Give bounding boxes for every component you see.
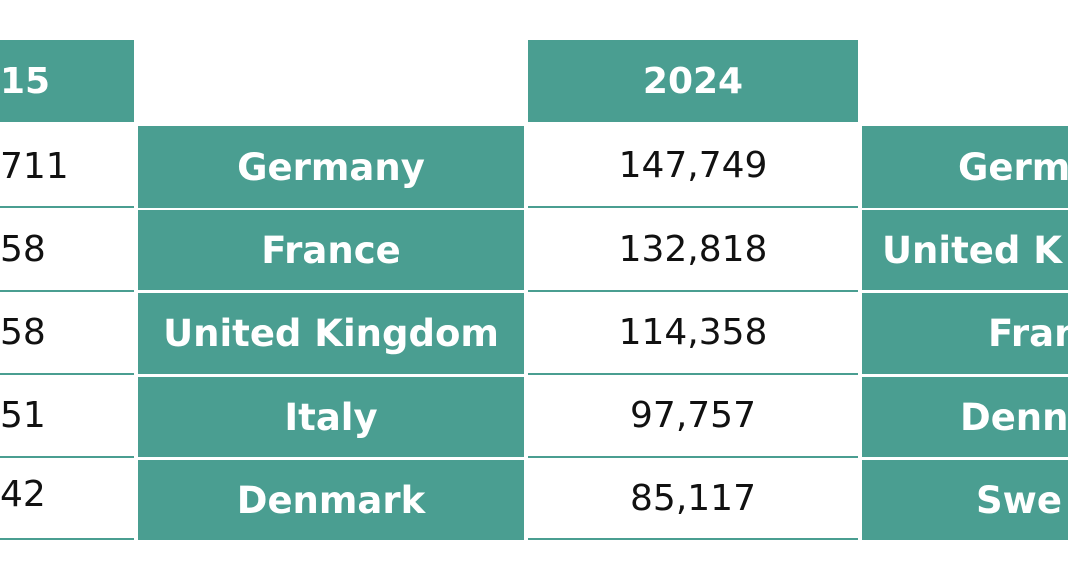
country-name: United Kingdom bbox=[163, 312, 499, 355]
next-country-name: Germ bbox=[958, 145, 1068, 189]
value-cell: 132,818 bbox=[528, 208, 858, 292]
prev-value-cell: 51 bbox=[0, 375, 134, 458]
prev-value-cell: 58 bbox=[0, 208, 134, 292]
prev-value: 42 bbox=[0, 474, 46, 515]
next-country-name: Fran bbox=[988, 312, 1068, 355]
prev-value-cell: 42 bbox=[0, 458, 134, 540]
value-cell: 85,117 bbox=[528, 458, 858, 540]
country-name: Italy bbox=[284, 395, 378, 439]
value: 114,358 bbox=[618, 312, 768, 353]
value-cell: 97,757 bbox=[528, 375, 858, 458]
country-cell: Germany bbox=[138, 126, 524, 208]
value-cell: 114,358 bbox=[528, 292, 858, 375]
country-cell: Italy bbox=[138, 377, 524, 457]
next-country-name: United K bbox=[882, 228, 1062, 272]
country-name: France bbox=[261, 228, 401, 272]
country-name: Germany bbox=[237, 145, 425, 189]
next-country-name: Swe bbox=[976, 478, 1062, 522]
value: 97,757 bbox=[630, 395, 756, 436]
prev-value-cell: 711 bbox=[0, 124, 134, 208]
country-cell: United Kingdom bbox=[138, 293, 524, 374]
next-country-cell: Germ bbox=[862, 126, 1068, 208]
year-header-text: 2024 bbox=[642, 60, 744, 102]
value: 85,117 bbox=[630, 477, 756, 519]
country-cell: France bbox=[138, 210, 524, 290]
prev-value: 58 bbox=[0, 312, 46, 353]
country-name: Denmark bbox=[236, 478, 426, 522]
prev-value: 58 bbox=[0, 228, 46, 270]
next-country-cell: Fran bbox=[862, 293, 1068, 374]
country-cell: Denmark bbox=[138, 460, 524, 540]
prev-year-header-text: 15 bbox=[0, 60, 51, 102]
prev-year-header: 15 bbox=[0, 40, 134, 122]
next-country-cell: Swe bbox=[862, 460, 1068, 540]
prev-value: 51 bbox=[0, 395, 46, 436]
value: 132,818 bbox=[618, 228, 768, 270]
next-country-cell: United K bbox=[862, 210, 1068, 290]
next-country-cell: Denn bbox=[862, 377, 1068, 457]
value: 147,749 bbox=[618, 144, 768, 186]
year-header: 2024 bbox=[528, 40, 858, 122]
prev-value: 711 bbox=[0, 146, 69, 187]
prev-value-cell: 58 bbox=[0, 292, 134, 375]
next-country-name: Denn bbox=[960, 395, 1068, 439]
value-cell: 147,749 bbox=[528, 124, 858, 208]
